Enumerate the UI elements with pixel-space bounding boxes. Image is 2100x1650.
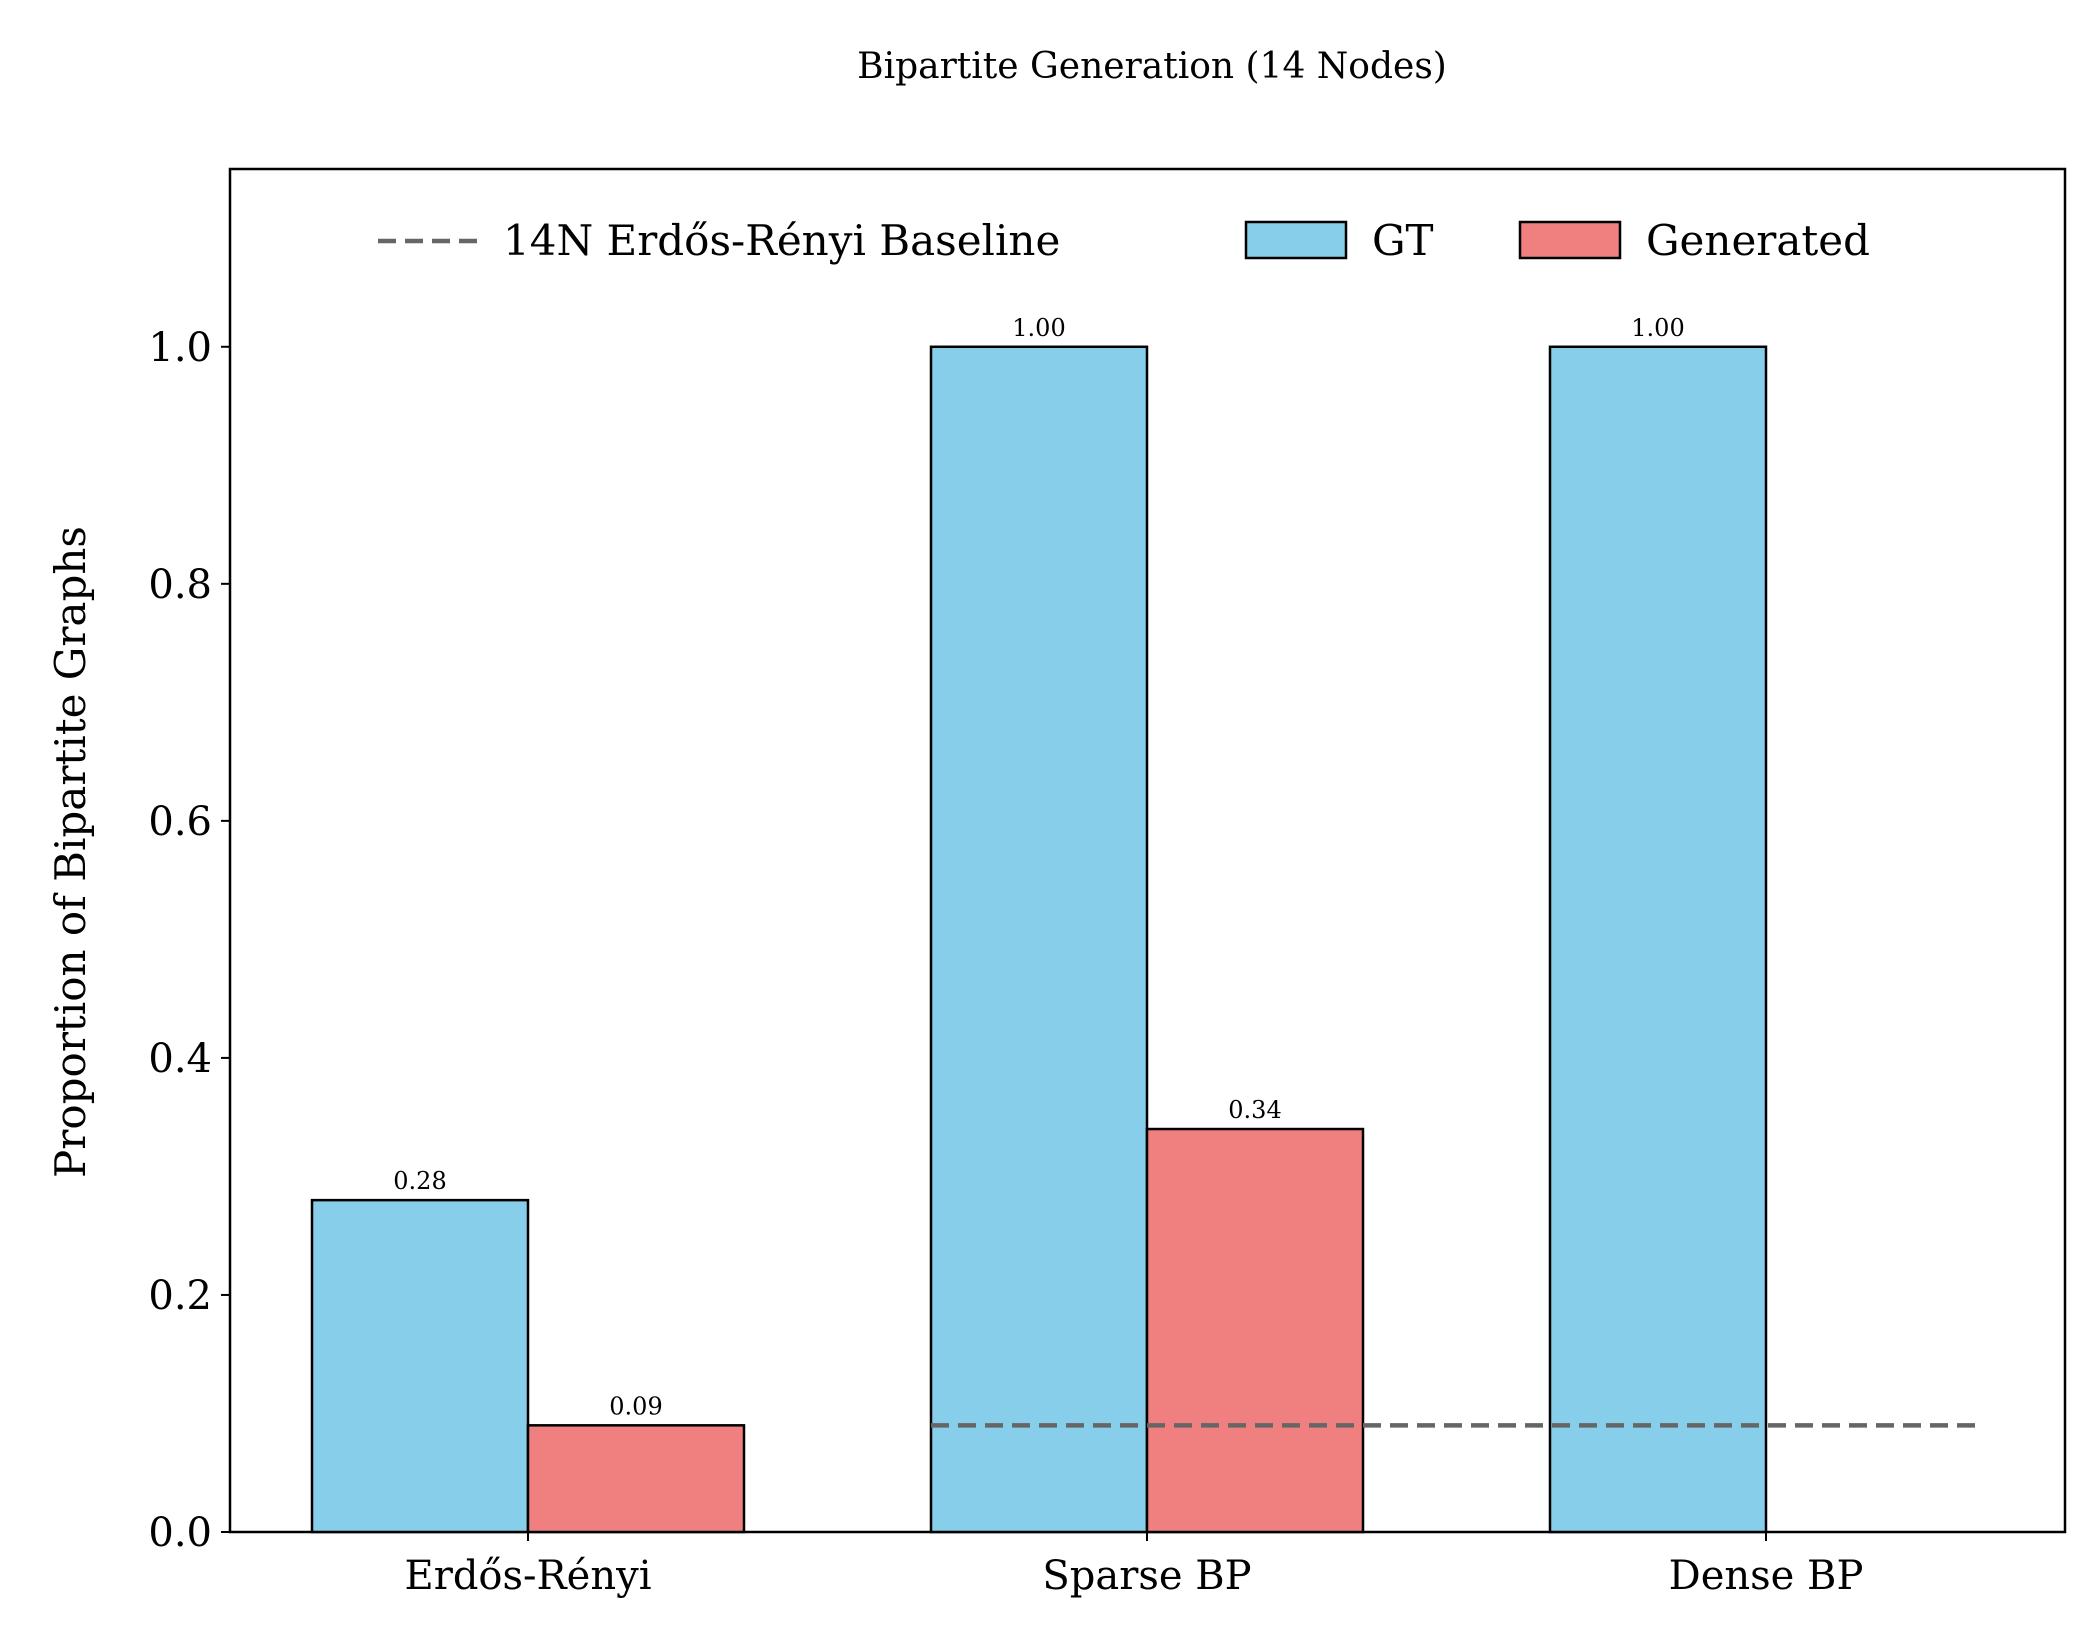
bar-gt-3 xyxy=(1548,345,1768,1534)
bar-gt-2 xyxy=(929,345,1149,1534)
legend: 14N Erdős-Rényi Baseline GT Generated xyxy=(378,216,1870,265)
data-label-generated-1: 0.09 xyxy=(609,1392,662,1420)
legend-generated-label: Generated xyxy=(1646,216,1870,265)
data-label-gt-3: 1.00 xyxy=(1631,314,1684,342)
plot-area: 0.0 0.2 0.4 0.6 0.8 1.0 0.28 1.00 1.00 0.09 0.34 Er… xyxy=(148,167,2067,1599)
y-tick-label-4: 0.8 xyxy=(148,562,212,608)
bar-generated-1 xyxy=(526,1424,746,1534)
chart-title: Bipartite Generation (14 Nodes) xyxy=(857,46,1447,87)
data-label-gt-2: 1.00 xyxy=(1012,314,1065,342)
y-tick-label-3: 0.6 xyxy=(148,799,212,845)
bar-generated-2 xyxy=(1145,1127,1365,1534)
data-label-generated-2: 0.34 xyxy=(1228,1096,1281,1124)
y-tick-label-1: 0.2 xyxy=(148,1273,212,1319)
legend-generated-swatch xyxy=(1518,220,1622,260)
x-tick-label-0: Erdős-Rényi xyxy=(405,1553,652,1599)
x-tick-label-2: Dense BP xyxy=(1669,1553,1864,1599)
y-tick-label-0: 0.0 xyxy=(148,1510,212,1556)
x-tick-label-1: Sparse BP xyxy=(1042,1553,1251,1599)
y-tick-label-5: 1.0 xyxy=(148,325,212,371)
y-tick-label-2: 0.4 xyxy=(148,1036,212,1082)
legend-baseline-label: 14N Erdős-Rényi Baseline xyxy=(503,216,1060,265)
legend-gt-label: GT xyxy=(1372,216,1434,265)
data-label-gt-1: 0.28 xyxy=(393,1167,446,1195)
y-axis-label: Proportion of Bipartite Graphs xyxy=(46,526,95,1178)
bar-gt-1 xyxy=(310,1198,530,1534)
legend-gt-swatch xyxy=(1244,220,1348,260)
